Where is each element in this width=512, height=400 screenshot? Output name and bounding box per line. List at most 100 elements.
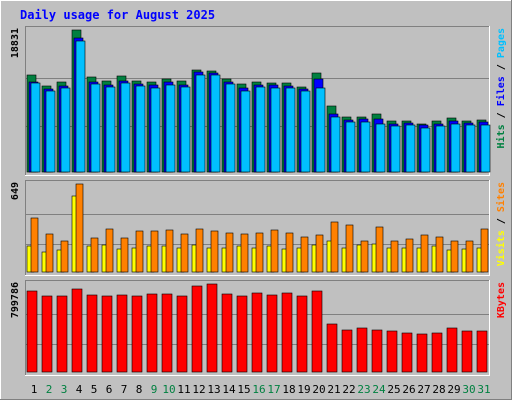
x-label-day-22: 22 xyxy=(342,383,355,396)
bar-pages-day-5 xyxy=(90,83,101,173)
bar-pages-day-14 xyxy=(225,83,236,173)
panel-legend: KBytes xyxy=(496,282,507,318)
bar-sites-day-5 xyxy=(90,237,99,273)
x-axis-day-labels: 1 2 3 4 5 6 7 8 9 10 11 12 13 14 15 16 17 18 19 20 21 22 23 24 2… xyxy=(31,383,491,396)
bar-kbytes-day-11 xyxy=(176,295,188,373)
bar-sites-day-30 xyxy=(465,240,474,273)
bar-sites-day-7 xyxy=(120,237,129,273)
bar-sites-day-13 xyxy=(210,230,219,273)
bar-sites-day-6 xyxy=(105,228,114,273)
panel-kbytes: 799786 KBytes xyxy=(10,280,507,376)
bar-sites-day-2 xyxy=(45,233,54,273)
x-label-day-31: 31 xyxy=(477,383,490,396)
x-label-day-25: 25 xyxy=(387,383,400,396)
x-label-day-29: 29 xyxy=(447,383,460,396)
legend-entry: / xyxy=(496,212,507,230)
bar-pages-day-29 xyxy=(450,123,461,173)
x-label-day-23: 23 xyxy=(357,383,370,396)
bar-pages-day-8 xyxy=(135,85,146,173)
bar-pages-day-2 xyxy=(45,90,56,173)
x-label-day-16: 16 xyxy=(252,383,265,396)
bar-pages-day-27 xyxy=(420,127,431,173)
legend-entry: KBytes xyxy=(496,282,507,318)
bar-kbytes-day-3 xyxy=(56,295,68,373)
bar-sites-day-31 xyxy=(480,228,489,273)
bar-pages-day-10 xyxy=(165,84,176,173)
bar-pages-day-21 xyxy=(330,116,341,173)
panel-hits-files-pages: 18831 Hits / Files / Pages xyxy=(10,26,507,176)
x-label-day-7: 7 xyxy=(121,383,128,396)
bar-kbytes-day-23 xyxy=(356,327,368,373)
bar-sites-day-18 xyxy=(285,232,294,273)
bar-pages-day-18 xyxy=(285,87,296,173)
bar-sites-day-25 xyxy=(390,240,399,273)
x-label-day-6: 6 xyxy=(106,383,113,396)
bar-kbytes-day-1 xyxy=(26,290,38,373)
bar-kbytes-day-21 xyxy=(326,323,338,373)
bar-kbytes-day-27 xyxy=(416,333,428,373)
bar-kbytes-day-25 xyxy=(386,330,398,373)
x-label-day-26: 26 xyxy=(402,383,415,396)
bar-pages-day-13 xyxy=(210,74,221,173)
bar-kbytes-day-17 xyxy=(266,294,278,373)
bar-sites-day-9 xyxy=(150,230,159,273)
bar-sites-day-17 xyxy=(270,229,279,273)
x-label-day-12: 12 xyxy=(192,383,205,396)
bar-pages-day-28 xyxy=(435,125,446,173)
bar-sites-day-20 xyxy=(315,234,324,273)
bar-sites-day-12 xyxy=(195,228,204,273)
bar-pages-day-20 xyxy=(315,87,326,173)
bar-pages-day-7 xyxy=(120,82,131,173)
bar-sites-day-3 xyxy=(60,240,69,273)
bar-pages-day-30 xyxy=(465,124,476,173)
y-axis-max-label: 799786 xyxy=(10,282,21,318)
x-label-day-10: 10 xyxy=(162,383,175,396)
bar-kbytes-day-14 xyxy=(221,293,233,373)
bar-kbytes-day-31 xyxy=(476,330,488,373)
bar-pages-day-15 xyxy=(240,90,251,173)
x-label-day-27: 27 xyxy=(417,383,430,396)
x-label-day-21: 21 xyxy=(327,383,340,396)
panel-legend: Visits / Sites xyxy=(495,182,507,266)
bar-kbytes-day-2 xyxy=(41,295,53,373)
bar-kbytes-day-8 xyxy=(131,295,143,373)
bar-sites-day-4 xyxy=(75,183,84,273)
bar-pages-day-11 xyxy=(180,86,191,173)
bar-sites-day-22 xyxy=(345,224,354,273)
bar-sites-day-28 xyxy=(435,236,444,273)
bar-sites-day-15 xyxy=(240,233,249,273)
x-label-day-18: 18 xyxy=(282,383,295,396)
x-label-day-19: 19 xyxy=(297,383,310,396)
bar-pages-day-1 xyxy=(30,82,41,173)
x-label-day-14: 14 xyxy=(222,383,236,396)
legend-entry: Sites xyxy=(495,182,507,212)
bar-pages-day-26 xyxy=(405,124,416,173)
bar-sites-day-23 xyxy=(360,240,369,273)
bar-pages-day-9 xyxy=(150,87,161,173)
bar-kbytes-day-22 xyxy=(341,329,353,373)
x-label-day-3: 3 xyxy=(61,383,68,396)
bar-kbytes-day-18 xyxy=(281,292,293,373)
bar-kbytes-day-20 xyxy=(311,290,323,373)
bar-kbytes-day-12 xyxy=(191,285,203,373)
x-label-day-28: 28 xyxy=(432,383,445,396)
bar-pages-day-31 xyxy=(480,124,491,173)
x-label-day-13: 13 xyxy=(207,383,220,396)
bar-pages-day-23 xyxy=(360,121,371,173)
legend-entry: / xyxy=(496,58,507,76)
legend-entry: Pages xyxy=(496,28,507,58)
legend-entry: Files xyxy=(495,76,507,106)
bar-kbytes-day-15 xyxy=(236,295,248,373)
bar-kbytes-day-28 xyxy=(431,332,443,373)
bar-sites-day-26 xyxy=(405,238,414,273)
x-label-day-30: 30 xyxy=(462,383,475,396)
bar-kbytes-day-16 xyxy=(251,292,263,373)
bar-kbytes-day-26 xyxy=(401,332,413,373)
panel-visits-sites: 649 Visits / Sites xyxy=(10,180,507,276)
bar-pages-day-16 xyxy=(255,86,266,173)
bar-kbytes-day-29 xyxy=(446,327,458,373)
bar-kbytes-day-30 xyxy=(461,330,473,373)
bar-pages-day-6 xyxy=(105,86,116,173)
bar-pages-day-12 xyxy=(195,74,206,173)
bar-kbytes-day-13 xyxy=(206,283,218,373)
